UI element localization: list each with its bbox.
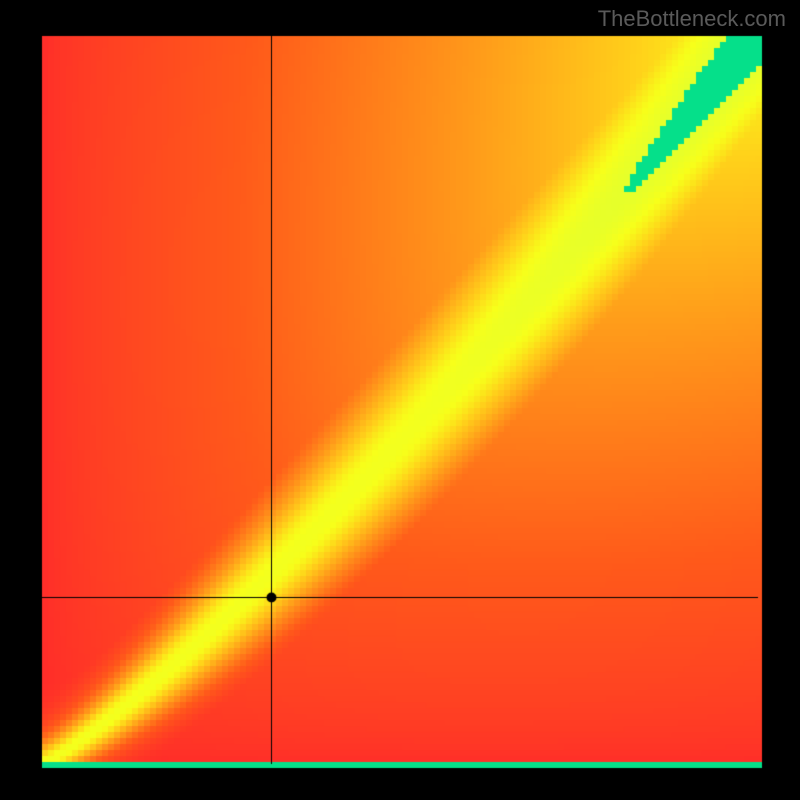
heatmap-canvas xyxy=(0,0,800,800)
watermark-text: TheBottleneck.com xyxy=(598,6,786,32)
figure-root: TheBottleneck.com xyxy=(0,0,800,800)
